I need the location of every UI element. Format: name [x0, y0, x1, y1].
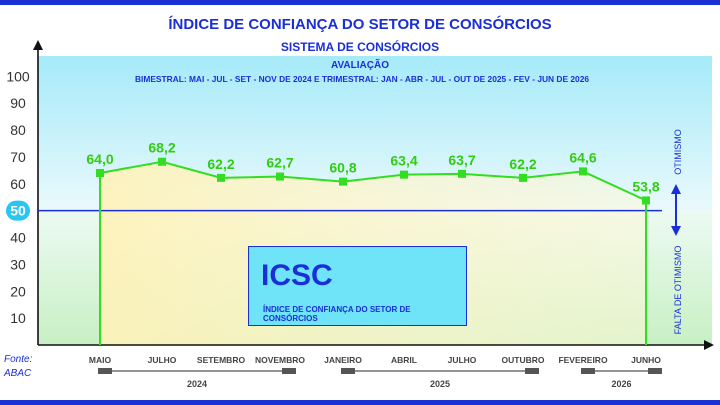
y-axis-arrow [33, 40, 43, 50]
source-label: Fonte: [4, 354, 33, 365]
chart-title: ÍNDICE DE CONFIANÇA DO SETOR DE CONSÓRCI… [168, 16, 552, 33]
arrow-down-icon [671, 226, 681, 236]
data-point [339, 177, 347, 186]
x-tick-label: MAIO [89, 355, 112, 365]
x-tick-label: JANEIRO [324, 355, 362, 365]
x-tick-label: SETEMBRO [197, 355, 246, 365]
y-tick-label: 20 [10, 283, 26, 299]
y-tick-label: 60 [10, 176, 26, 192]
year-bracket-cap [648, 368, 662, 374]
data-label: 53,8 [632, 178, 659, 194]
icsc-title: ICSC [261, 259, 333, 292]
data-point [579, 167, 587, 176]
data-label: 64,6 [569, 149, 596, 165]
data-label: 62,2 [207, 156, 234, 172]
y-tick-label: 30 [10, 256, 26, 272]
year-bracket-cap [341, 368, 355, 374]
x-axis-arrow [704, 340, 714, 350]
data-point [400, 170, 408, 179]
data-label: 68,2 [148, 140, 175, 156]
data-point [642, 196, 650, 205]
evaluation-label: AVALIAÇÃO [331, 60, 389, 71]
data-point [458, 169, 466, 178]
x-tick-label: JUNHO [631, 355, 661, 365]
arrow-up-icon [671, 184, 681, 194]
chart-subtitle: SISTEMA DE CONSÓRCIOS [280, 40, 440, 54]
zone-label-lower: FALTA DE OTIMISMO [673, 246, 683, 335]
x-tick-label: JULHO [148, 355, 177, 365]
data-label: 60,8 [329, 160, 356, 176]
data-label: 62,2 [509, 156, 536, 172]
icsc-description: ÍNDICE DE CONFIANÇA DO SETOR DE CONSÓRCI… [263, 305, 411, 323]
data-point [276, 172, 284, 181]
y-tick-label: 80 [10, 122, 26, 138]
year-bracket-cap [98, 368, 112, 374]
year-label: 2025 [430, 379, 450, 389]
data-label: 63,7 [448, 152, 475, 168]
y-tick-label: 10 [10, 310, 26, 326]
y-tick-label: 50 [10, 203, 26, 219]
data-point [519, 173, 527, 182]
year-bracket-cap [581, 368, 595, 374]
data-label: 63,4 [390, 153, 417, 169]
top-border [0, 0, 720, 5]
zone-label-upper: OTIMISMO [673, 129, 683, 175]
data-point [217, 173, 225, 182]
source-name: ABAC [4, 368, 32, 379]
x-tick-label: JULHO [448, 355, 477, 365]
x-tick-label: OUTUBRO [502, 355, 545, 365]
x-tick-label: ABRIL [391, 355, 417, 365]
data-label: 64,0 [86, 151, 113, 167]
x-tick-label: FEVEREIRO [558, 355, 608, 365]
x-tick-label: NOVEMBRO [255, 355, 305, 365]
year-bracket-cap [525, 368, 539, 374]
data-point [96, 169, 104, 178]
year-label: 2024 [187, 379, 207, 389]
icsc-legend-box: ICSC ÍNDICE DE CONFIANÇA DO SETOR DE CON… [248, 246, 467, 326]
y-tick-label: 90 [10, 95, 26, 111]
y-tick-label: 70 [10, 149, 26, 165]
y-tick-label: 40 [10, 230, 26, 246]
threshold-badge [6, 200, 30, 221]
period-note: BIMESTRAL: MAI - JUL - SET - NOV DE 2024… [134, 74, 590, 84]
bottom-border [0, 400, 720, 405]
series-line [99, 160, 647, 202]
data-point [158, 157, 166, 166]
data-label: 62,7 [266, 155, 293, 171]
year-bracket-cap [282, 368, 296, 374]
y-tick-label: 100 [6, 68, 30, 84]
year-label: 2026 [611, 379, 631, 389]
